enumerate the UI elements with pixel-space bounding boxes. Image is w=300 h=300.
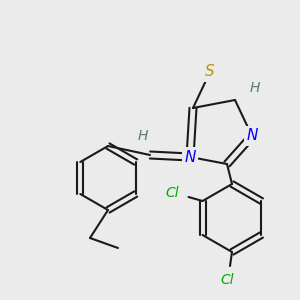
Text: N: N <box>246 128 258 143</box>
Text: Cl: Cl <box>220 273 234 287</box>
Text: N: N <box>184 149 196 164</box>
Text: S: S <box>205 64 215 80</box>
Text: H: H <box>138 129 148 143</box>
Text: H: H <box>250 81 260 95</box>
Text: Cl: Cl <box>166 186 179 200</box>
